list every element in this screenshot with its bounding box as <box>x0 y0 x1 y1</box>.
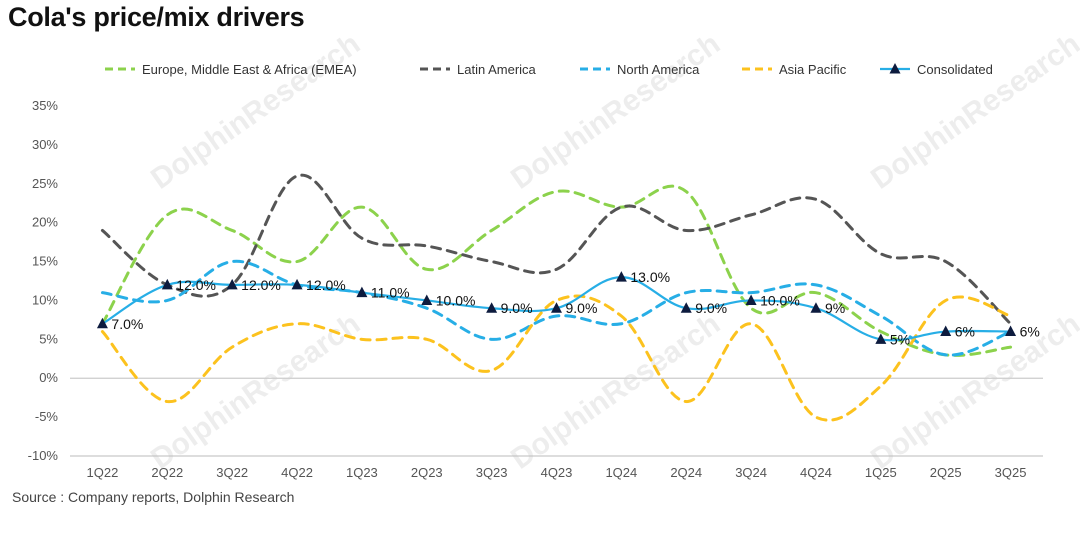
consolidated-marker <box>680 302 692 313</box>
legend-marker-icon <box>889 63 901 74</box>
watermark-text: DolphinResearch <box>505 27 726 196</box>
y-tick-label: 20% <box>32 215 58 230</box>
x-tick-label: 2Q23 <box>411 465 443 480</box>
x-tick-label: 2Q22 <box>151 465 183 480</box>
data-labels: 7.0% 12.0% 12.0% 12.0% 11.0% 10.0% 9.0% 9.0% 13.… <box>111 269 1039 347</box>
y-tick-label: 10% <box>32 292 58 307</box>
series-line-emea <box>100 184 1013 357</box>
y-tick-label: -10% <box>28 448 59 463</box>
x-tick-label: 3Q25 <box>995 465 1027 480</box>
series-line-latam <box>100 173 1013 326</box>
data-label: 11.0% <box>371 285 410 301</box>
data-label: 10.0% <box>760 292 800 308</box>
consolidated-marker <box>940 325 952 337</box>
y-tick-label: 15% <box>32 254 58 269</box>
consolidated-marker <box>226 278 238 290</box>
y-tick-label: 25% <box>32 176 58 191</box>
x-tick-label: 4Q24 <box>800 465 832 480</box>
y-tick-label: 5% <box>39 331 58 346</box>
watermark-text: DolphinResearch <box>505 307 726 476</box>
data-label: 6% <box>955 324 975 340</box>
data-label: 12.0% <box>306 277 346 293</box>
data-label: 7.0% <box>111 316 143 332</box>
legend-label-apac: Asia Pacific <box>779 62 847 77</box>
consolidated-marker <box>421 294 433 305</box>
consolidated-marker <box>745 294 757 305</box>
data-label: 12.0% <box>241 277 281 293</box>
x-tick-label: 1Q24 <box>605 465 637 480</box>
x-tick-label: 3Q22 <box>216 465 248 480</box>
consolidated-marker <box>161 278 173 290</box>
x-tick-label: 3Q23 <box>476 465 508 480</box>
watermark-layer: DolphinResearch DolphinResearch DolphinRes… <box>145 27 1080 476</box>
consolidated-marker <box>875 333 887 344</box>
legend-label-consolidated: Consolidated <box>917 62 993 77</box>
consolidated-marker <box>96 317 108 329</box>
data-label: 9.0% <box>566 300 598 316</box>
consolidated-markers <box>96 271 1017 344</box>
data-label: 5% <box>890 331 910 347</box>
x-tick-label: 1Q22 <box>87 465 119 480</box>
data-label: 9.0% <box>695 300 727 316</box>
data-label: 6% <box>1020 324 1040 340</box>
watermark-text: DolphinResearch <box>865 27 1080 196</box>
data-label: 10.0% <box>436 292 476 308</box>
consolidated-marker <box>810 302 822 313</box>
watermark-text: DolphinResearch <box>145 27 366 196</box>
consolidated-marker <box>551 302 562 313</box>
source-note: Source : Company reports, Dolphin Resear… <box>12 489 295 505</box>
legend-label-na: North America <box>617 62 700 77</box>
data-label: 9% <box>825 300 845 316</box>
x-tick-label: 2Q24 <box>670 465 702 480</box>
consolidated-marker <box>615 271 627 282</box>
x-tick-label: 1Q23 <box>346 465 378 480</box>
data-label: 12.0% <box>176 277 216 293</box>
x-tick-label: 2Q25 <box>930 465 962 480</box>
y-tick-label: 0% <box>39 370 58 385</box>
data-label: 9.0% <box>501 300 533 316</box>
consolidated-marker <box>356 286 368 298</box>
data-label: 13.0% <box>630 269 670 285</box>
x-tick-label: 1Q25 <box>865 465 897 480</box>
consolidated-marker <box>486 302 498 313</box>
x-tick-label: 4Q23 <box>541 465 573 480</box>
consolidated-marker <box>291 278 303 290</box>
y-tick-label: -5% <box>35 409 59 424</box>
x-tick-label: 3Q24 <box>735 465 767 480</box>
legend-label-emea: Europe, Middle East & Africa (EMEA) <box>142 62 357 77</box>
chart-title: Cola's price/mix drivers <box>8 2 305 32</box>
series-line-na <box>100 259 1013 357</box>
consolidated-marker <box>1005 325 1017 337</box>
legend: Europe, Middle East & Africa (EMEA) Latin… <box>105 62 993 77</box>
y-tick-label: 30% <box>32 137 58 152</box>
x-axis: 1Q22 2Q22 3Q22 4Q22 1Q23 2Q23 3Q23 4Q23 1Q24 2Q24… <box>87 465 1027 480</box>
y-axis: -10% -5% 0% 5% 10% 15% 20% 25% 30% 35% <box>28 98 1043 463</box>
y-tick-label: 35% <box>32 98 58 113</box>
x-tick-label: 4Q22 <box>281 465 313 480</box>
legend-label-latam: Latin America <box>457 62 537 77</box>
